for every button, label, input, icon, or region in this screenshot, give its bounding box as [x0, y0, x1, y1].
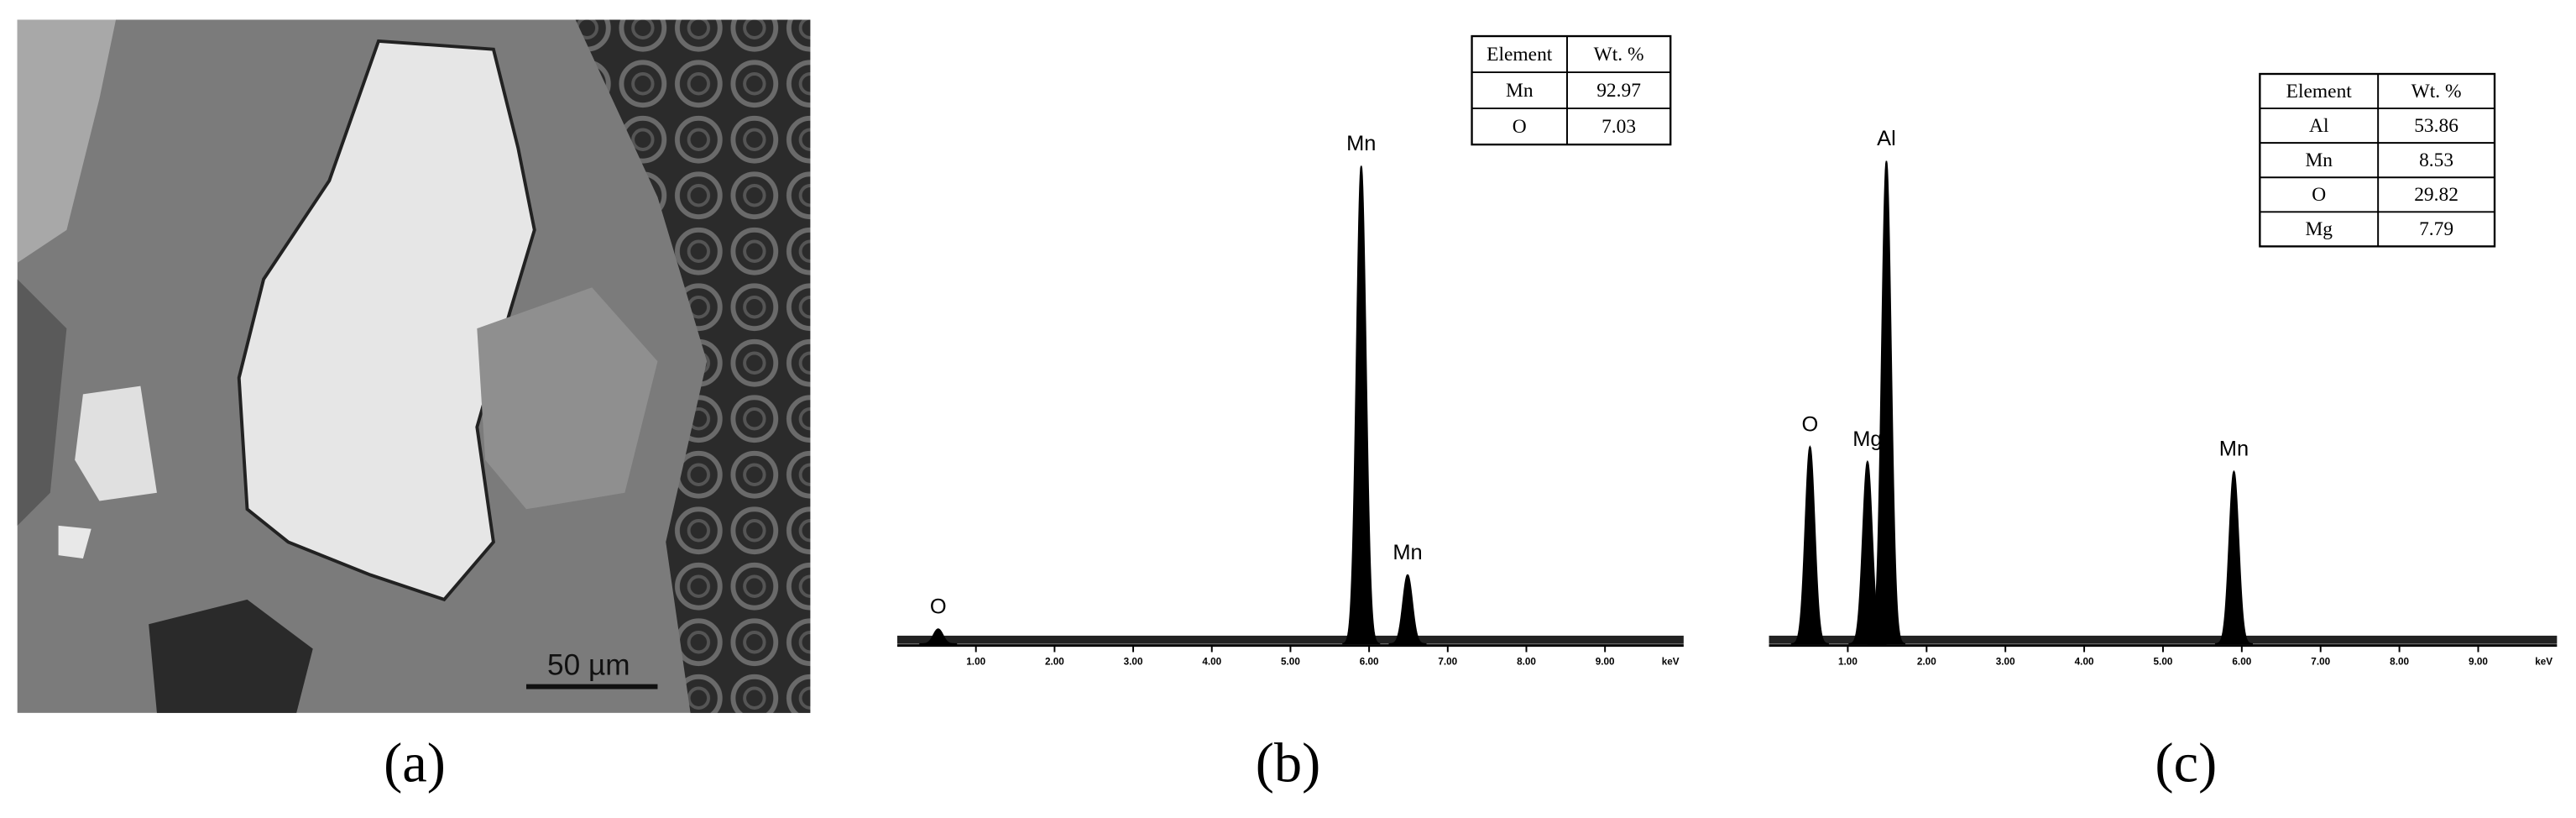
peak — [1342, 165, 1381, 645]
x-tick-label: 2.00 — [1917, 656, 1936, 667]
x-tick-label: 7.00 — [2311, 656, 2330, 667]
x-tick-label: 7.00 — [1438, 656, 1457, 667]
peak-label: Al — [1877, 127, 1896, 150]
peak-label: O — [1801, 412, 1818, 436]
peak-label: O — [930, 595, 947, 618]
table-cell: 7.03 — [1602, 116, 1636, 138]
table-header: Wt. % — [2411, 81, 2462, 102]
x-tick-label: 5.00 — [1281, 656, 1300, 667]
background-noise — [897, 635, 1684, 644]
x-tick-label: 8.00 — [1517, 656, 1536, 667]
x-tick-label: 9.00 — [2469, 656, 2488, 667]
x-unit: keV — [1662, 656, 1680, 667]
table-cell: 8.53 — [2419, 149, 2453, 171]
table-header: Element — [1487, 44, 1553, 66]
x-tick-label: 6.00 — [2232, 656, 2251, 667]
x-tick-label: 1.00 — [966, 656, 985, 667]
table-cell: Mg — [2305, 218, 2333, 240]
table-cell: Mn — [2305, 149, 2333, 171]
table-header: Element — [2286, 81, 2353, 102]
table-cell: 29.82 — [2414, 184, 2458, 206]
x-tick-label: 8.00 — [2390, 656, 2409, 667]
peak-label: Mg — [1852, 427, 1882, 451]
table-cell: Al — [2309, 115, 2329, 137]
scale-bar-label: 50 µm — [547, 648, 630, 681]
peak-label: Mn — [2219, 438, 2249, 461]
panel-label: (c) — [2155, 733, 2217, 794]
table-cell: 7.79 — [2419, 218, 2453, 240]
x-tick-label: 4.00 — [2075, 656, 2094, 667]
x-tick-label: 6.00 — [1360, 656, 1379, 667]
x-tick-label: 2.00 — [1045, 656, 1064, 667]
x-tick-label: 1.00 — [1838, 656, 1858, 667]
peak — [919, 628, 958, 645]
x-tick-label: 5.00 — [2154, 656, 2173, 667]
panel-label: (a) — [384, 733, 446, 794]
peak — [1867, 160, 1906, 645]
peak — [2214, 469, 2254, 645]
table-header: Wt. % — [1594, 44, 1644, 66]
x-tick-label: 9.00 — [1596, 656, 1615, 667]
table-cell: O — [2312, 184, 2326, 206]
table-border — [1471, 34, 1672, 146]
table-cell: 53.86 — [2414, 115, 2458, 137]
table-cell: O — [1513, 116, 1527, 138]
peak-label: Mn — [1393, 541, 1422, 564]
x-tick-label: 3.00 — [1996, 656, 2015, 667]
panel-label: (b) — [1256, 733, 1321, 794]
peak — [1790, 445, 1829, 645]
sem-image — [17, 19, 811, 713]
peak-label: Mn — [1346, 132, 1376, 155]
peak — [1388, 574, 1427, 645]
x-tick-label: 4.00 — [1202, 656, 1221, 667]
background-noise — [1769, 635, 2558, 644]
x-tick-label: 3.00 — [1124, 656, 1143, 667]
table-cell: Mn — [1506, 80, 1534, 102]
table-cell: 92.97 — [1596, 80, 1641, 102]
x-unit: keV — [2535, 656, 2552, 667]
